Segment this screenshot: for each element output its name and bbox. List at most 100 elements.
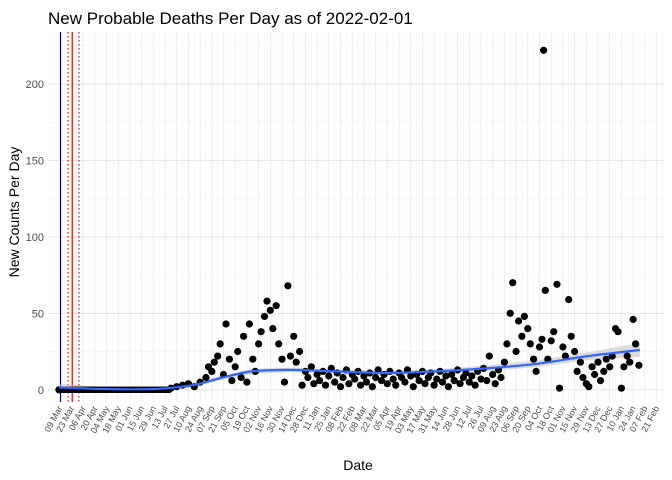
data-point xyxy=(489,370,497,379)
data-point xyxy=(500,358,508,366)
data-point xyxy=(430,381,438,389)
data-point xyxy=(541,286,549,294)
data-point xyxy=(535,343,544,351)
data-point xyxy=(263,297,271,305)
reference-lines xyxy=(59,32,80,402)
data-point xyxy=(231,363,239,371)
data-point xyxy=(594,358,602,366)
data-point xyxy=(538,335,546,343)
data-point xyxy=(310,380,318,388)
data-point xyxy=(559,343,567,351)
y-tick-label: 150 xyxy=(26,155,44,167)
data-point xyxy=(216,340,224,348)
data-point xyxy=(526,340,534,348)
data-point xyxy=(374,366,382,374)
data-point xyxy=(409,383,417,391)
data-point xyxy=(360,372,368,380)
data-point xyxy=(389,375,397,383)
data-point xyxy=(465,378,473,386)
data-point xyxy=(210,358,218,366)
data-point xyxy=(286,352,294,360)
data-point xyxy=(623,352,631,360)
data-point xyxy=(602,355,610,363)
data-point xyxy=(530,355,538,363)
data-point xyxy=(561,352,570,360)
data-point xyxy=(456,380,464,388)
data-point xyxy=(266,306,274,314)
data-point xyxy=(553,280,561,288)
data-point xyxy=(257,328,265,336)
data-point xyxy=(468,372,476,380)
data-point xyxy=(202,373,210,382)
data-point xyxy=(503,340,511,348)
data-point xyxy=(325,372,333,380)
data-point xyxy=(368,383,376,391)
data-point xyxy=(600,367,608,375)
data-point xyxy=(585,383,593,391)
data-point xyxy=(280,378,289,386)
data-point xyxy=(565,296,573,304)
data-point xyxy=(433,375,441,383)
data-point xyxy=(532,367,540,375)
x-axis-title: Date xyxy=(343,457,373,473)
data-point xyxy=(240,332,248,340)
data-point xyxy=(260,312,269,320)
data-point xyxy=(547,337,555,345)
data-point xyxy=(321,381,330,389)
data-point xyxy=(485,352,493,360)
data-point xyxy=(255,340,263,348)
data-point xyxy=(471,381,479,389)
data-point xyxy=(292,358,300,366)
data-point xyxy=(497,373,505,382)
data-point xyxy=(614,328,622,336)
data-point xyxy=(438,378,447,386)
data-point xyxy=(491,380,499,388)
y-tick-label: 0 xyxy=(38,385,44,397)
y-tick-label: 200 xyxy=(26,79,44,91)
data-point xyxy=(444,383,452,391)
data-point xyxy=(372,373,380,382)
data-point xyxy=(421,380,429,388)
y-axis-title: New Counts Per Day xyxy=(6,147,22,278)
data-point xyxy=(518,332,526,340)
data-point xyxy=(345,380,353,388)
data-point xyxy=(392,381,400,389)
data-point xyxy=(567,332,575,340)
data-point xyxy=(298,381,306,389)
data-point xyxy=(357,381,365,389)
data-point xyxy=(509,279,517,287)
data-point xyxy=(515,317,523,325)
data-point xyxy=(632,340,640,348)
data-point xyxy=(477,375,485,383)
data-point xyxy=(225,355,233,363)
data-point xyxy=(331,378,339,386)
data-point xyxy=(606,363,614,371)
data-point xyxy=(228,377,236,385)
data-point xyxy=(275,340,283,348)
data-point xyxy=(571,347,579,356)
data-point xyxy=(462,369,470,377)
data-point xyxy=(316,377,324,385)
data-point xyxy=(555,384,564,392)
data-point xyxy=(540,46,548,54)
data-point xyxy=(576,358,585,366)
data-point xyxy=(588,363,596,371)
data-point xyxy=(377,377,386,385)
data-point xyxy=(222,320,230,328)
data-point xyxy=(284,282,292,290)
trend-line xyxy=(58,348,640,391)
y-tick-label: 100 xyxy=(26,232,44,244)
data-point xyxy=(336,383,345,391)
data-point xyxy=(442,372,450,380)
data-point xyxy=(579,373,587,382)
data-point xyxy=(362,378,370,386)
data-point xyxy=(415,377,423,385)
data-point xyxy=(237,373,245,382)
data-point xyxy=(524,325,532,333)
y-axis-ticks: 0 50 100 150 200 xyxy=(26,79,44,397)
data-point xyxy=(249,355,257,363)
chart-title: New Probable Deaths Per Day as of 2022-0… xyxy=(48,9,413,28)
data-point xyxy=(245,320,253,328)
data-points xyxy=(55,46,643,394)
